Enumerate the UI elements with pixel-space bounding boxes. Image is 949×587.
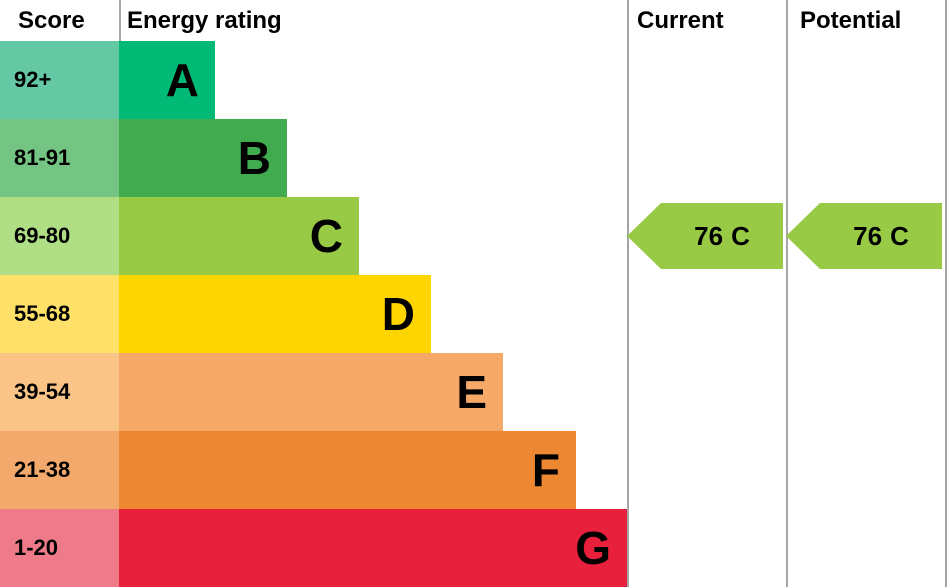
rating-letter: E — [456, 365, 487, 419]
rating-letter: C — [310, 209, 343, 263]
rating-bar: D — [119, 275, 431, 353]
vertical-divider — [945, 0, 947, 587]
score-range-cell: 21-38 — [0, 431, 119, 509]
score-range-label: 1-20 — [14, 535, 58, 561]
vertical-divider — [627, 0, 629, 587]
score-range-cell: 39-54 — [0, 353, 119, 431]
rating-letter: A — [166, 53, 199, 107]
score-range-label: 55-68 — [14, 301, 70, 327]
score-range-label: 21-38 — [14, 457, 70, 483]
score-range-cell: 69-80 — [0, 197, 119, 275]
score-range-label: 69-80 — [14, 223, 70, 249]
potential-marker-letter: C — [890, 221, 909, 252]
header-energy-rating: Energy rating — [127, 7, 282, 35]
rating-letter: B — [238, 131, 271, 185]
energy-rating-chart: Score Energy rating Current Potential 92+ A 81… — [0, 0, 949, 587]
rating-letter: D — [382, 287, 415, 341]
current-marker-body: 76 C — [661, 203, 783, 269]
rating-bar: G — [119, 509, 627, 587]
potential-marker-body: 76 C — [820, 203, 942, 269]
score-range-label: 81-91 — [14, 145, 70, 171]
vertical-divider — [786, 0, 788, 587]
rating-bar: B — [119, 119, 287, 197]
current-marker-value: 76 — [694, 221, 723, 252]
rating-bar: C — [119, 197, 359, 275]
score-range-cell: 81-91 — [0, 119, 119, 197]
score-range-cell: 92+ — [0, 41, 119, 119]
score-range-cell: 1-20 — [0, 509, 119, 587]
score-range-cell: 55-68 — [0, 275, 119, 353]
rating-letter: F — [532, 443, 560, 497]
score-range-label: 39-54 — [14, 379, 70, 405]
rating-letter: G — [575, 521, 611, 575]
current-marker: 76 C — [661, 203, 783, 269]
score-range-label: 92+ — [14, 67, 51, 93]
header-potential: Potential — [800, 7, 901, 35]
current-marker-letter: C — [731, 221, 750, 252]
potential-marker-value: 76 — [853, 221, 882, 252]
header-current: Current — [637, 7, 724, 35]
rating-bar: A — [119, 41, 215, 119]
rating-bar: F — [119, 431, 576, 509]
potential-marker: 76 C — [820, 203, 942, 269]
rating-bar: E — [119, 353, 503, 431]
header-score: Score — [18, 7, 85, 35]
